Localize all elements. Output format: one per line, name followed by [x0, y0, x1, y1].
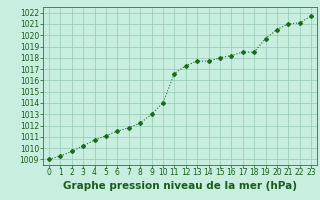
X-axis label: Graphe pression niveau de la mer (hPa): Graphe pression niveau de la mer (hPa): [63, 181, 297, 191]
